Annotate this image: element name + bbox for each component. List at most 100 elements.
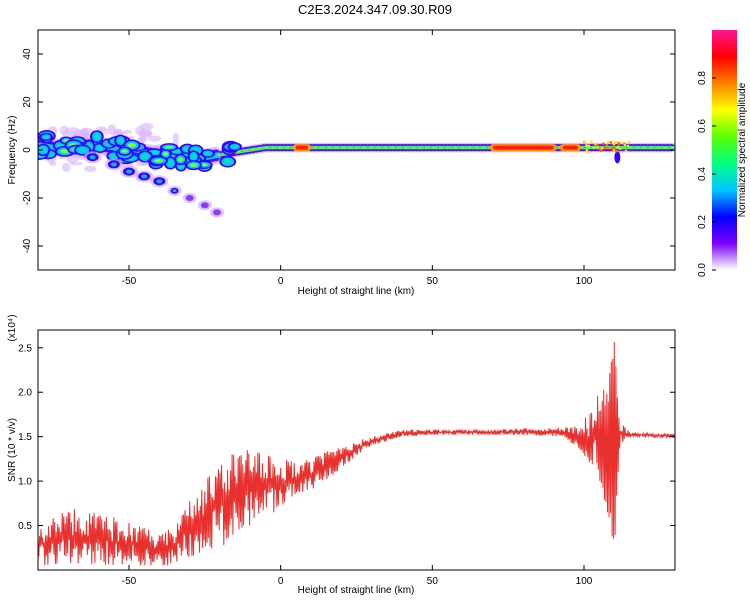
colorbar-bar <box>712 30 737 270</box>
spectrogram-branch-blob <box>120 165 138 178</box>
spectrogram-blob <box>219 155 237 168</box>
spectrogram-y-tick-label: 0 <box>22 147 33 153</box>
spectrogram-x-ticks: -50 0 50 100 <box>122 30 593 287</box>
colorbar: 0.0 0.2 0.4 0.6 0.8 Normalized spectral ampl… <box>697 30 748 277</box>
spectrogram-speckle <box>600 147 604 150</box>
spectrogram-speckle <box>590 140 593 144</box>
snr-y-tick-label: 1.0 <box>18 477 32 488</box>
spectrogram-high-amplitude <box>490 144 557 152</box>
spectrogram-blob <box>185 160 202 171</box>
spectrogram-branch-blob <box>167 185 182 196</box>
spectrogram-haze <box>80 128 94 137</box>
spectrogram-branch-blob <box>197 200 212 211</box>
colorbar-tick-label: 0.8 <box>697 71 708 85</box>
spectrogram-high-amplitude <box>559 144 581 152</box>
snr-frame <box>37 329 676 571</box>
spectrogram-speckle <box>587 144 591 148</box>
spectrogram-speckle <box>606 141 610 145</box>
spectrogram-speckle <box>603 146 607 149</box>
snr-y-ticks: 0.5 1.0 1.5 2.0 2.5 <box>18 343 675 532</box>
spectrogram-blob <box>39 132 53 141</box>
spectrogram-y-tick-label: 40 <box>22 48 33 60</box>
snr-panel: -50 0 50 100 0.5 1.0 1.5 2.0 2.5 Height of stra… <box>7 314 676 596</box>
spectrogram-blob <box>160 143 179 152</box>
spectrogram-y-axis-label: Frequency (Hz) <box>7 116 18 185</box>
spectrogram-speckle <box>617 141 620 145</box>
spectrogram-haze <box>84 165 97 173</box>
spectrogram-blob <box>90 130 104 144</box>
spectrogram-branch-blob <box>83 151 102 164</box>
spectrogram-y-tick-label: -40 <box>22 238 33 253</box>
spectrogram-heatmap <box>38 122 675 218</box>
spectrogram-haze <box>96 126 107 131</box>
colorbar-tick-label: 0.6 <box>697 119 708 133</box>
spectrogram-branch-blob <box>104 158 123 171</box>
spectrogram-haze <box>113 128 122 134</box>
spectrogram-blob <box>227 142 242 152</box>
colorbar-tick-label: 0.0 <box>697 263 708 277</box>
spectrogram-speckle <box>609 140 613 144</box>
spectrogram-branch-blob <box>182 193 197 203</box>
spectrogram-speckle <box>605 143 609 147</box>
spectrogram-x-tick-label: 0 <box>278 276 284 287</box>
snr-x-ticks: -50 0 50 100 <box>122 330 593 587</box>
snr-x-tick-label: -50 <box>122 576 137 587</box>
spectrogram-panel: -50 0 50 100 -40 -20 0 20 40 Height of straight… <box>7 29 676 297</box>
spectrogram-speckle <box>596 143 599 147</box>
spectrogram-blob <box>163 156 177 170</box>
colorbar-tick-label: 0.2 <box>697 215 708 229</box>
spectrogram-speckle <box>618 147 622 150</box>
spectrogram-speckle <box>615 149 619 153</box>
spectrogram-speckle <box>598 147 601 151</box>
spectrogram-speckle <box>624 149 628 153</box>
snr-series-line <box>38 342 675 566</box>
spectrogram-speckle <box>613 141 616 144</box>
spectrogram-haze <box>62 163 71 172</box>
colorbar-label: Normalized spectral amplitude <box>737 82 748 217</box>
spectrogram-branch-blob <box>209 207 224 218</box>
spectrogram-y-ticks: -40 -20 0 20 40 <box>22 48 675 253</box>
spectrogram-haze <box>59 125 69 136</box>
spectrogram-blob <box>174 153 188 166</box>
spectrogram-haze <box>139 137 148 143</box>
spectrogram-branch-blob <box>150 175 169 188</box>
spectrogram-speckle <box>601 142 605 145</box>
snr-y-tick-label: 0.5 <box>18 521 32 532</box>
spectrogram-speckle <box>627 140 631 144</box>
spectrogram-y-tick-label: -20 <box>22 190 33 205</box>
snr-x-axis-label: Height of straight line (km) <box>298 585 415 596</box>
spectrogram-band-green <box>670 146 675 149</box>
spectrogram-blob <box>117 146 132 156</box>
spectrogram-speckle <box>616 145 620 149</box>
spectrogram-haze <box>148 135 162 142</box>
spectrogram-blob <box>200 149 215 158</box>
spectrogram-blob <box>187 150 200 163</box>
snr-y-tick-label: 2.5 <box>18 343 32 354</box>
spectrogram-speckle <box>606 147 610 150</box>
spectrogram-haze <box>123 130 133 135</box>
spectrogram-speckle <box>585 143 588 147</box>
spectrogram-dip <box>614 151 621 164</box>
spectrogram-blob <box>38 143 51 157</box>
spectrogram-speckle <box>611 146 615 150</box>
spectrogram-speckle <box>612 148 616 152</box>
spectrogram-haze <box>108 124 117 132</box>
figure-title: C2E3.2024.347.09.30.R09 <box>298 2 452 17</box>
spectrogram-haze <box>172 133 180 141</box>
spectrogram-haze <box>134 126 145 135</box>
spectrogram-blob <box>149 156 169 166</box>
spectrogram-x-tick-label: 50 <box>427 276 439 287</box>
spectrogram-branch-blob <box>135 170 154 183</box>
snr-x-tick-label: 100 <box>576 576 593 587</box>
spectrogram-speckle <box>626 144 630 148</box>
snr-y-multiplier: (x10⁴) <box>7 314 18 341</box>
spectrogram-high-amplitude <box>292 144 311 152</box>
spectrogram-haze <box>49 161 57 166</box>
snr-x-tick-label: 50 <box>427 576 439 587</box>
snr-y-tick-label: 1.5 <box>18 432 32 443</box>
spectrogram-speckle <box>620 141 624 145</box>
spectrogram-speckle <box>623 143 627 147</box>
spectrogram-speckle <box>592 145 595 149</box>
snr-y-axis-label: SNR (10 * v/v) <box>7 418 18 482</box>
